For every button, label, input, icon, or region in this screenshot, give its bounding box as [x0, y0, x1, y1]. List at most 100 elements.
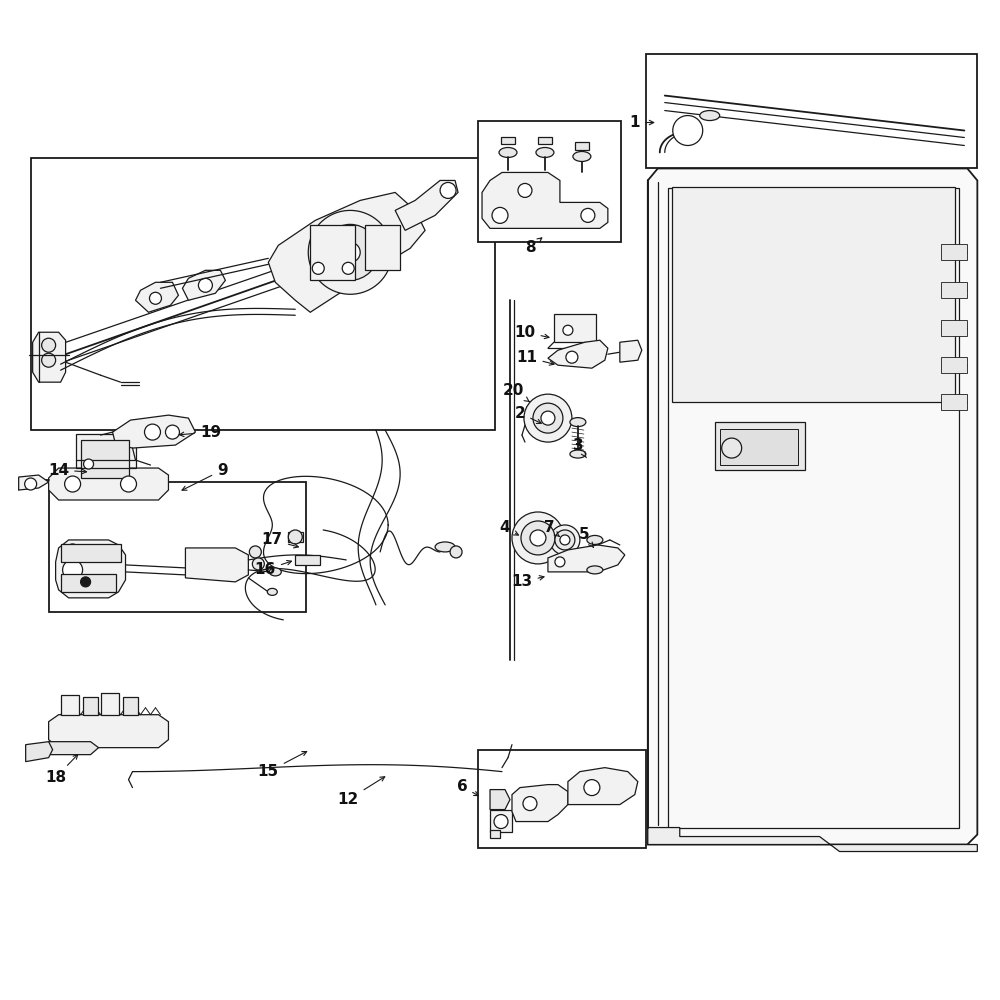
- Polygon shape: [56, 540, 126, 598]
- Bar: [554, 314, 596, 342]
- Circle shape: [144, 424, 160, 440]
- Circle shape: [555, 530, 575, 550]
- Polygon shape: [185, 548, 248, 582]
- Circle shape: [521, 521, 555, 555]
- Circle shape: [308, 210, 392, 294]
- Circle shape: [342, 262, 354, 274]
- Polygon shape: [490, 790, 510, 810]
- Polygon shape: [136, 282, 178, 312]
- Circle shape: [512, 512, 564, 564]
- Circle shape: [673, 116, 703, 145]
- Bar: [61, 544, 121, 562]
- Circle shape: [322, 224, 378, 280]
- Polygon shape: [33, 332, 66, 382]
- Text: 11: 11: [516, 350, 554, 365]
- Circle shape: [42, 338, 56, 352]
- Polygon shape: [113, 415, 195, 448]
- Text: 19: 19: [179, 425, 221, 440]
- Text: 1: 1: [630, 115, 654, 130]
- Text: 15: 15: [258, 752, 307, 779]
- Circle shape: [492, 207, 508, 223]
- Circle shape: [555, 557, 565, 567]
- Text: 7: 7: [544, 520, 559, 536]
- Circle shape: [340, 242, 360, 262]
- Text: 17: 17: [262, 532, 298, 548]
- Circle shape: [530, 530, 546, 546]
- Text: 20: 20: [502, 383, 529, 402]
- Bar: [61, 695, 79, 715]
- Bar: [478, 121, 621, 242]
- Circle shape: [523, 797, 537, 811]
- Circle shape: [252, 558, 264, 570]
- Circle shape: [84, 459, 94, 469]
- Bar: [83, 697, 98, 715]
- Text: 3: 3: [573, 438, 586, 458]
- Ellipse shape: [435, 542, 455, 552]
- Circle shape: [563, 325, 573, 335]
- Bar: [49, 482, 306, 612]
- Text: 2: 2: [515, 406, 541, 423]
- Bar: [941, 282, 967, 298]
- Circle shape: [288, 530, 302, 544]
- Bar: [672, 187, 955, 402]
- Bar: [288, 532, 303, 542]
- Circle shape: [722, 438, 742, 458]
- Polygon shape: [482, 172, 608, 228]
- Text: 5: 5: [579, 527, 594, 547]
- Bar: [646, 54, 977, 168]
- Circle shape: [198, 278, 212, 292]
- Bar: [490, 830, 500, 838]
- Text: 6: 6: [457, 779, 479, 796]
- Polygon shape: [395, 180, 458, 230]
- Bar: [123, 697, 138, 715]
- Circle shape: [584, 780, 600, 796]
- Ellipse shape: [269, 568, 281, 576]
- Circle shape: [440, 182, 456, 198]
- Polygon shape: [548, 545, 625, 572]
- Text: 18: 18: [45, 755, 78, 785]
- Ellipse shape: [587, 566, 603, 574]
- Bar: [941, 244, 967, 260]
- Circle shape: [63, 560, 83, 580]
- Ellipse shape: [587, 535, 603, 544]
- Circle shape: [560, 535, 570, 545]
- Polygon shape: [49, 468, 168, 500]
- Polygon shape: [49, 742, 99, 755]
- Circle shape: [65, 476, 81, 492]
- Circle shape: [450, 546, 462, 558]
- Bar: [76, 434, 136, 482]
- Bar: [575, 142, 589, 150]
- Polygon shape: [620, 340, 642, 362]
- Text: 8: 8: [525, 238, 542, 255]
- Bar: [61, 574, 116, 592]
- Circle shape: [165, 425, 179, 439]
- Polygon shape: [568, 768, 638, 805]
- Bar: [490, 810, 512, 832]
- Bar: [101, 693, 119, 715]
- Bar: [941, 320, 967, 336]
- Bar: [310, 225, 355, 280]
- Bar: [538, 137, 552, 144]
- Ellipse shape: [573, 151, 591, 161]
- Bar: [941, 394, 967, 410]
- Ellipse shape: [499, 147, 517, 157]
- Polygon shape: [648, 168, 977, 845]
- Ellipse shape: [570, 418, 586, 427]
- Circle shape: [42, 353, 56, 367]
- Polygon shape: [19, 475, 49, 490]
- Text: 9: 9: [182, 463, 228, 490]
- Ellipse shape: [267, 588, 277, 595]
- Text: 13: 13: [511, 574, 544, 589]
- Polygon shape: [512, 785, 568, 822]
- Polygon shape: [268, 192, 425, 312]
- Bar: [715, 422, 805, 470]
- Circle shape: [541, 411, 555, 425]
- Bar: [501, 137, 515, 144]
- Circle shape: [494, 815, 508, 829]
- Polygon shape: [26, 742, 53, 762]
- Circle shape: [81, 577, 91, 587]
- Circle shape: [550, 525, 580, 555]
- Bar: [478, 750, 646, 848]
- Ellipse shape: [700, 111, 720, 121]
- Polygon shape: [182, 270, 225, 300]
